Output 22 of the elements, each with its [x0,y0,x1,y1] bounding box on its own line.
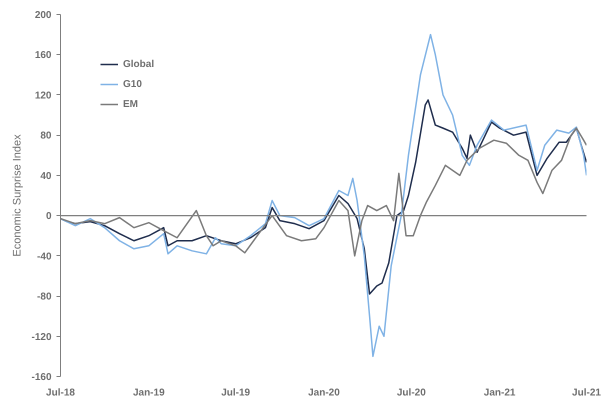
line-series [60,34,586,358]
x-tick-label: Jul-19 [221,388,251,398]
x-tick-label: Jan-20 [308,388,340,398]
y-tick-label: -160 [31,372,52,383]
y-axis-title: Economic Surprise Index [11,134,24,257]
y-tick-label: -40 [37,251,52,262]
legend-label: G10 [123,78,143,90]
y-tick-label: 160 [34,50,52,62]
x-tick-label: Jul-21 [572,388,602,398]
y-tick-label: 40 [40,170,52,182]
x-tick-label: Jul-20 [396,388,426,398]
y-tick-label: -80 [37,292,52,303]
legend-label: Global [123,58,154,70]
y-tick-label: -120 [31,332,52,343]
y-tick-label: 120 [34,90,52,102]
x-tick-label: Jan-21 [484,388,516,398]
y-tick-label: 0 [46,211,52,222]
x-tick-label: Jul-18 [46,388,76,398]
legend-label: EM [123,98,139,110]
y-tick-label: 80 [40,130,52,142]
y-tick-label: 200 [34,10,52,21]
x-tick-label: Jan-19 [132,388,166,398]
